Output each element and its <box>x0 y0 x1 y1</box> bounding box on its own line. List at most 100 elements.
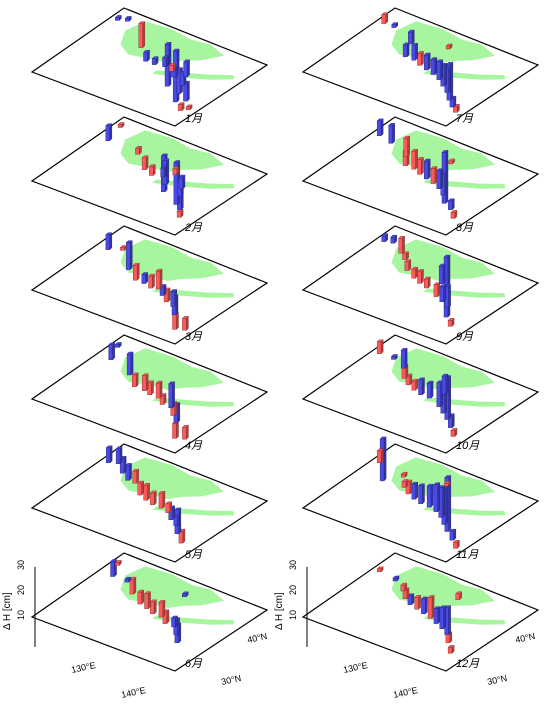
data-bar <box>427 594 435 619</box>
z-tick-label: 30 <box>16 560 26 570</box>
data-bar <box>376 118 384 137</box>
data-bar <box>155 268 163 290</box>
month-panel: 6月 <box>30 552 269 672</box>
data-bar <box>441 373 449 395</box>
land-area <box>152 179 235 189</box>
data-bar <box>411 148 419 170</box>
data-bar <box>416 268 424 284</box>
data-bar <box>134 145 142 155</box>
data-bar <box>172 311 179 330</box>
month-panel: 2月 <box>30 116 269 236</box>
data-bar <box>149 599 157 615</box>
month-panel: 12月 <box>301 552 540 672</box>
month-panel: 4月 <box>30 334 269 454</box>
month-label: 10月 <box>456 440 480 452</box>
data-bar <box>436 59 444 81</box>
z-tick-label: 10 <box>16 610 26 620</box>
data-bar <box>443 480 451 487</box>
data-bar <box>426 380 434 399</box>
data-bar <box>181 424 189 440</box>
data-bar <box>117 122 125 128</box>
data-bar <box>438 263 446 285</box>
data-bar <box>125 240 133 271</box>
data-bar <box>449 528 457 541</box>
map-plane <box>301 116 540 236</box>
data-bar <box>402 251 410 261</box>
data-bar <box>439 605 447 630</box>
z-axis-left: 10 20 30 Δ H [cm] 130°E 140°E 30°N 40°N <box>2 560 268 700</box>
z-axis-title: Δ H [cm] <box>274 592 285 630</box>
data-bar <box>402 42 410 58</box>
data-bar <box>126 351 134 376</box>
data-bar <box>131 372 139 388</box>
data-bar <box>173 514 181 527</box>
data-bar <box>182 80 190 102</box>
data-bar <box>144 591 152 610</box>
data-bar <box>407 593 415 606</box>
month-panel: 10月 <box>301 334 540 454</box>
data-bar <box>381 12 389 25</box>
map-plane <box>30 116 269 236</box>
map-plane <box>30 7 269 127</box>
data-bar <box>388 122 396 144</box>
data-bar <box>132 468 140 484</box>
data-bar <box>430 57 438 76</box>
data-bar <box>418 483 425 505</box>
data-bar <box>137 480 145 496</box>
data-bar <box>125 462 133 481</box>
data-bar <box>376 339 384 355</box>
data-bar <box>439 284 447 303</box>
map-plane <box>30 552 269 672</box>
month-label: 5月 <box>185 549 203 561</box>
data-bar <box>404 259 412 272</box>
data-bar <box>455 591 463 601</box>
data-bar <box>178 174 186 190</box>
data-bar <box>149 490 157 506</box>
data-bar <box>124 15 132 22</box>
data-bar <box>172 166 180 176</box>
z-tick-label: 30 <box>288 560 298 570</box>
data-bar <box>416 50 424 66</box>
data-bar <box>411 42 419 61</box>
month-label: 3月 <box>185 331 203 343</box>
z-tick-label: 10 <box>288 610 298 620</box>
data-bar <box>433 482 441 513</box>
data-bar <box>423 52 431 71</box>
data-bar <box>448 158 456 165</box>
data-bar <box>450 209 458 219</box>
data-bar <box>141 155 149 171</box>
month-panel: 3月 <box>30 225 269 345</box>
data-bar <box>430 166 438 185</box>
data-bar <box>119 244 127 251</box>
month-label: 4月 <box>185 440 203 452</box>
month-label: 12月 <box>456 658 480 670</box>
month-label: 7月 <box>456 113 474 125</box>
data-bar <box>168 62 176 72</box>
data-bar <box>105 445 113 464</box>
lat-tick-label: 30°N <box>486 673 508 687</box>
data-bar <box>390 234 398 244</box>
data-bar <box>401 478 409 488</box>
data-bar <box>447 198 455 211</box>
data-bar <box>137 589 145 605</box>
data-bar <box>376 448 384 464</box>
data-bar <box>143 482 151 501</box>
lat-tick-label: 40°N <box>514 631 536 645</box>
data-bar <box>162 55 170 68</box>
data-bar <box>181 591 189 598</box>
data-bar <box>403 135 411 157</box>
data-bar <box>147 380 154 396</box>
data-bar <box>416 156 424 175</box>
lon-tick-label: 130°E <box>70 660 96 675</box>
data-bar <box>148 273 156 289</box>
data-bar <box>381 233 389 243</box>
lon-tick-label: 140°E <box>392 685 418 700</box>
data-bar <box>420 596 428 615</box>
data-bar <box>391 22 399 29</box>
data-bar <box>376 566 384 573</box>
data-bar <box>168 381 176 409</box>
month-label: 9月 <box>456 331 474 343</box>
data-bar <box>143 49 151 62</box>
data-bar <box>414 594 422 610</box>
